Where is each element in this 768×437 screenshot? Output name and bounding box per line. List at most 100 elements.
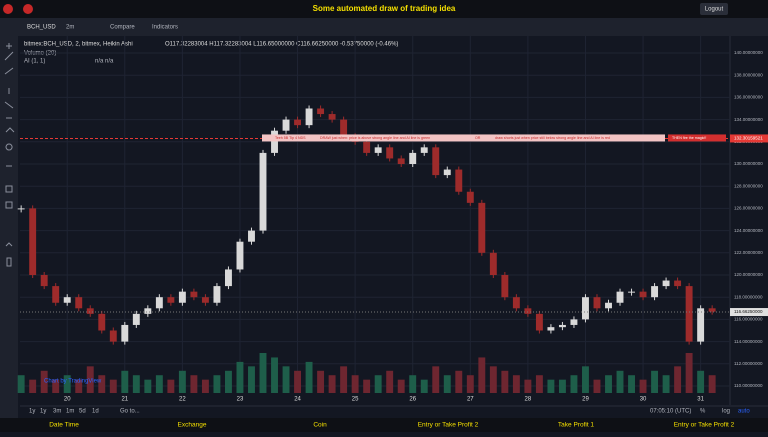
legend-volume: Volume (20)	[24, 51, 56, 57]
interval[interactable]: 2m	[66, 25, 74, 31]
range-button[interactable]: 1y	[40, 409, 46, 415]
candle	[190, 291, 198, 298]
range-button[interactable]: 1m	[66, 409, 74, 415]
y-tick-label: 140.00000000	[734, 50, 763, 55]
volume-bar	[167, 379, 175, 393]
candle	[144, 308, 152, 314]
x-tick-label: 20	[64, 397, 71, 403]
volume-bar	[501, 370, 509, 393]
candle	[708, 308, 716, 312]
candle	[294, 119, 302, 126]
volume-bar	[29, 379, 37, 393]
candle	[75, 297, 83, 309]
x-tick-label: 21	[121, 397, 128, 403]
candle	[432, 147, 440, 176]
volume-bar	[351, 375, 359, 393]
candle	[616, 291, 624, 303]
volume-bar	[409, 375, 417, 393]
x-tick-label: 22	[179, 397, 186, 403]
compare[interactable]: Compare	[110, 25, 135, 31]
candle	[409, 152, 417, 164]
candle	[340, 119, 348, 137]
scale-option[interactable]: log	[722, 409, 730, 415]
annotation: draw shorts just when price still below …	[495, 136, 610, 140]
range-button[interactable]: 5d	[79, 409, 86, 415]
candle	[317, 108, 325, 115]
x-tick-label: 30	[640, 397, 647, 403]
logout-label[interactable]: Logout	[705, 7, 724, 13]
range-button[interactable]: 1d	[92, 409, 99, 415]
y-tick-label: 114.00000000	[734, 339, 763, 344]
range-button[interactable]: 1y	[29, 409, 35, 415]
volume-bar	[478, 357, 486, 393]
candle	[86, 308, 94, 314]
candle	[132, 313, 140, 325]
volume-bar	[455, 370, 463, 393]
volume-bar	[271, 357, 278, 393]
volume-bar	[593, 379, 601, 393]
indicators[interactable]: Indicators	[152, 25, 178, 31]
time-label: 07:05:10 (UTC)	[650, 409, 691, 415]
candle	[535, 313, 543, 331]
range-button[interactable]: Go to...	[120, 409, 140, 415]
logout-button[interactable]	[700, 3, 728, 15]
candle	[651, 286, 659, 298]
icon[interactable]	[3, 4, 13, 14]
volume-bar	[605, 375, 612, 393]
candle	[17, 208, 25, 210]
volume-bar	[558, 379, 566, 393]
candle	[248, 230, 255, 242]
y-tick-label: 112.00000000	[734, 361, 763, 366]
candle	[593, 297, 601, 309]
x-tick-label: 24	[294, 397, 301, 403]
scale-option[interactable]: auto	[738, 409, 750, 415]
annotation: DRAW just when: price is above strong an…	[320, 136, 430, 140]
candle	[178, 291, 186, 303]
volume-bar	[708, 375, 716, 393]
annotation: THEN fire the magic!!	[672, 136, 706, 140]
candle	[605, 302, 612, 309]
candle	[121, 324, 129, 342]
candle	[98, 313, 106, 331]
volume-bar	[697, 370, 705, 393]
volume-bar	[432, 366, 440, 393]
candle	[63, 297, 71, 303]
bottom-label: Take Profit 1	[558, 422, 595, 429]
candle	[155, 297, 163, 309]
volume-bar	[674, 366, 682, 393]
x-tick-label: 28	[525, 397, 532, 403]
volume-bar	[109, 379, 117, 393]
alert-tag	[730, 134, 768, 143]
scale-option[interactable]: %	[700, 409, 706, 415]
volume-bar	[386, 370, 394, 393]
volume-bar	[397, 379, 405, 393]
candle	[524, 308, 532, 314]
candle	[52, 286, 60, 303]
candle	[167, 297, 175, 303]
candle	[547, 327, 555, 331]
toolbar	[0, 18, 768, 36]
candle	[639, 291, 647, 298]
volume-bar	[582, 366, 589, 393]
y-tick-label: 118.00000000	[734, 294, 763, 299]
candle	[674, 280, 682, 287]
sidebar-icons[interactable]	[4, 43, 15, 267]
y-tick-label: 110.00000000	[734, 383, 763, 388]
volume-bar	[98, 375, 106, 393]
volume-bar	[305, 361, 313, 393]
volume-bar	[524, 379, 532, 393]
symbol[interactable]: BCH_USD	[27, 25, 56, 31]
candle	[478, 202, 486, 253]
icon[interactable]	[23, 4, 33, 14]
candle	[628, 291, 635, 293]
candle	[363, 141, 371, 153]
candle	[558, 324, 566, 328]
bottom-label: Coin	[313, 422, 327, 429]
x-tick-label: 29	[582, 397, 589, 403]
legend-ohlc: O117.32283004 H117.32283004 L116.6500000…	[165, 42, 398, 48]
volume-bar	[340, 366, 348, 393]
range-button[interactable]: 3m	[53, 409, 61, 415]
candle	[420, 147, 428, 153]
volume-bar	[155, 375, 163, 393]
volume-bar	[17, 375, 25, 393]
